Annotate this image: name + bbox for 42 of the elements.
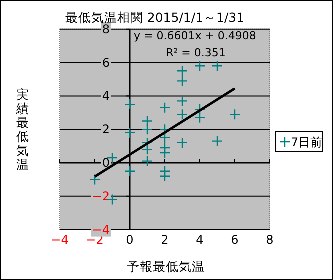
x-tick-label: −4 (51, 232, 69, 247)
y-tick-label: 6 (102, 56, 110, 70)
point (159, 170, 171, 182)
point (212, 60, 224, 72)
x-tick-label: 0 (126, 232, 134, 247)
x-tick-label: 6 (231, 232, 239, 247)
chart-title: 最低気温相関 2015/1/1～1/31 (65, 10, 245, 25)
y-tick-label: 0 (102, 156, 110, 170)
y-tick-label: −2 (92, 189, 110, 204)
legend-label: 7日前 (291, 136, 323, 150)
point (142, 124, 154, 136)
point (89, 174, 101, 186)
point (142, 156, 154, 167)
point (124, 166, 136, 177)
y-tick-label: 4 (102, 89, 110, 104)
point (124, 98, 136, 110)
point (124, 127, 136, 139)
point (229, 108, 241, 120)
point (194, 112, 206, 124)
point (159, 132, 171, 144)
point (159, 102, 171, 114)
y-tick-label: −4 (92, 222, 110, 237)
y-axis-title: 実績最低気温 (16, 87, 30, 172)
point (142, 144, 154, 156)
x-tick-label: 8 (266, 232, 274, 247)
point (176, 96, 188, 107)
y-tick-label: 2 (102, 122, 110, 137)
x-tick-label: 4 (196, 232, 204, 247)
point (176, 137, 188, 149)
point (212, 136, 224, 147)
point (176, 108, 188, 120)
annotation: y = 0.6601x + 0.4908 (134, 29, 256, 42)
point (142, 116, 154, 127)
annotation: R² = 0.351 (166, 46, 226, 60)
x-axis-title: 予報最低気温 (127, 259, 205, 274)
point (194, 60, 206, 72)
point (176, 76, 188, 87)
point (194, 104, 206, 116)
y-tick-label: 8 (102, 22, 110, 36)
x-tick-label: 2 (161, 232, 169, 247)
point (159, 147, 171, 159)
point (176, 66, 188, 77)
